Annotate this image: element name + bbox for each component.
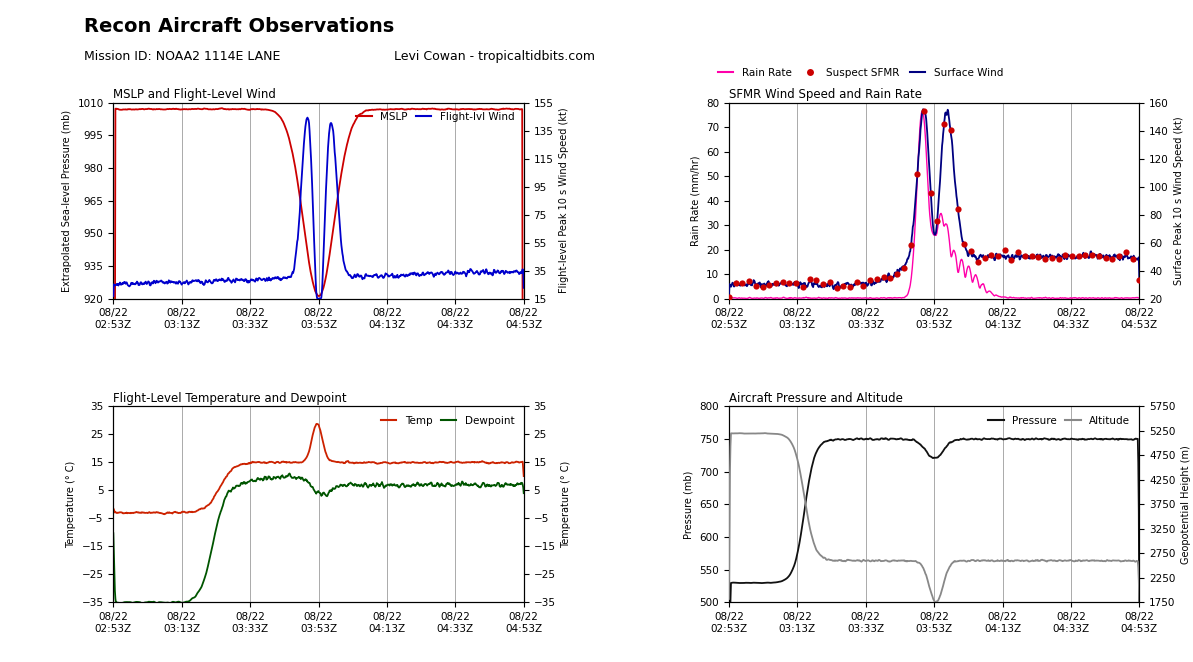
Point <box>995 245 1014 256</box>
Point <box>747 281 766 292</box>
Text: SFMR Wind Speed and Rain Rate: SFMR Wind Speed and Rain Rate <box>729 89 922 101</box>
Point <box>841 281 860 292</box>
Point <box>1002 255 1021 265</box>
Y-axis label: Pressure (mb): Pressure (mb) <box>684 470 694 539</box>
Point <box>1015 251 1034 261</box>
Point <box>915 105 934 116</box>
Point <box>806 274 826 285</box>
Y-axis label: Temperature (° C): Temperature (° C) <box>66 461 76 548</box>
Point <box>727 277 746 288</box>
Point <box>954 239 973 250</box>
Point <box>948 203 968 214</box>
Point <box>895 263 914 274</box>
Point <box>1130 274 1149 285</box>
Point <box>719 292 738 303</box>
Point <box>962 246 981 257</box>
Y-axis label: Surface Peak 10 s Wind Speed (kt): Surface Peak 10 s Wind Speed (kt) <box>1174 117 1185 285</box>
Point <box>982 250 1001 260</box>
Point <box>847 277 866 287</box>
Point <box>1028 252 1047 262</box>
Point <box>1089 250 1108 261</box>
Point <box>854 281 873 291</box>
Point <box>941 125 960 136</box>
Point <box>874 271 894 282</box>
Point <box>753 281 772 292</box>
Text: Mission ID: NOAA2 1114E LANE: Mission ID: NOAA2 1114E LANE <box>84 50 280 63</box>
Point <box>834 281 853 291</box>
Point <box>880 273 900 283</box>
Legend: MSLP, Flight-lvl Wind: MSLP, Flight-lvl Wind <box>352 108 519 126</box>
Point <box>921 188 940 199</box>
Point <box>1008 246 1027 257</box>
Text: Flight-Level Temperature and Dewpoint: Flight-Level Temperature and Dewpoint <box>113 393 347 405</box>
Legend: Temp, Dewpoint: Temp, Dewpoint <box>377 412 519 430</box>
Legend: Rain Rate, Suspect SFMR, Surface Wind: Rain Rate, Suspect SFMR, Surface Wind <box>713 64 1007 81</box>
Text: Levi Cowan - tropicaltidbits.com: Levi Cowan - tropicaltidbits.com <box>394 50 594 63</box>
Point <box>760 279 779 290</box>
Text: Recon Aircraft Observations: Recon Aircraft Observations <box>84 17 394 36</box>
Text: MSLP and Flight-Level Wind: MSLP and Flight-Level Wind <box>113 89 277 101</box>
Point <box>975 253 994 263</box>
Y-axis label: Flight-level Peak 10 s Wind Speed (kt): Flight-level Peak 10 s Wind Speed (kt) <box>558 108 569 293</box>
Point <box>867 274 886 285</box>
Point <box>1076 250 1095 260</box>
Point <box>740 276 759 287</box>
Point <box>1096 253 1115 263</box>
Point <box>814 278 833 289</box>
Point <box>928 216 947 226</box>
Point <box>733 277 752 288</box>
Point <box>1117 247 1136 258</box>
Y-axis label: Temperature (° C): Temperature (° C) <box>561 461 571 548</box>
Point <box>801 273 820 284</box>
Y-axis label: Extrapolated Sea-level Pressure (mb): Extrapolated Sea-level Pressure (mb) <box>62 109 72 292</box>
Text: Aircraft Pressure and Altitude: Aircraft Pressure and Altitude <box>729 393 903 405</box>
Point <box>793 281 812 292</box>
Point <box>934 119 953 130</box>
Point <box>827 283 846 293</box>
Point <box>1069 251 1088 261</box>
Point <box>1109 251 1129 261</box>
Point <box>1056 250 1075 261</box>
Point <box>1036 254 1055 264</box>
Point <box>860 274 879 285</box>
Point <box>773 277 792 287</box>
Y-axis label: Geopotential Height (m): Geopotential Height (m) <box>1181 445 1191 564</box>
Point <box>821 277 840 287</box>
Point <box>780 278 799 289</box>
Point <box>969 257 988 267</box>
Legend: Pressure, Altitude: Pressure, Altitude <box>984 412 1135 430</box>
Point <box>901 240 920 251</box>
Y-axis label: Rain Rate (mm/hr): Rain Rate (mm/hr) <box>691 156 700 246</box>
Point <box>908 169 927 179</box>
Point <box>1022 251 1041 261</box>
Point <box>989 251 1008 261</box>
Point <box>1063 251 1082 261</box>
Point <box>786 277 805 288</box>
Point <box>1083 250 1102 260</box>
Point <box>1102 254 1121 264</box>
Point <box>888 269 907 279</box>
Point <box>1043 252 1062 263</box>
Point <box>766 278 785 289</box>
Point <box>1123 254 1142 264</box>
Point <box>1049 254 1068 265</box>
